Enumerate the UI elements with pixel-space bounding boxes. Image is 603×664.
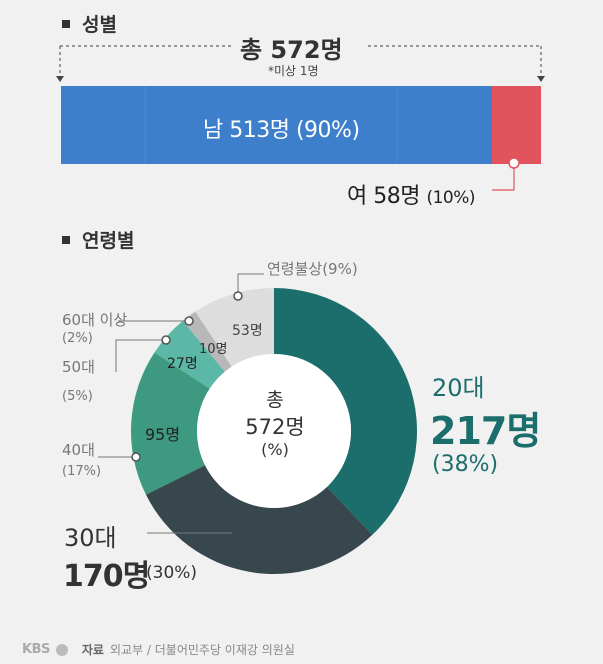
footer: KBS 자료 외교부 / 더불어민주당 이재강 의원실	[22, 641, 295, 658]
label-60s-pct: (2%)	[62, 331, 93, 346]
total-bracket	[56, 45, 545, 82]
bar-segment-male	[61, 86, 493, 164]
label-50s-pct: (5%)	[62, 389, 93, 404]
label-20s-count: 217명	[430, 409, 541, 453]
label-unknown-name: 연령불상(9%)	[267, 260, 358, 278]
label-40s-name: 40대	[62, 441, 95, 459]
kbs-logo: KBS	[22, 642, 50, 657]
donut-center-count: 572명	[245, 415, 305, 439]
slice-30s	[145, 465, 373, 575]
leader-dot-60s	[184, 316, 194, 326]
gender-heading: 성별	[62, 10, 117, 37]
label-60s-name: 60대 이상	[62, 311, 128, 329]
source-text: 외교부 / 더불어민주당 이재강 의원실	[109, 643, 295, 657]
kbs-logo-icon	[55, 643, 68, 656]
inner-label-50s: 27명	[167, 356, 198, 372]
gender-bar	[61, 86, 541, 164]
leader-dot-unknown	[233, 291, 243, 301]
male-label: 남 513명 (90%)	[203, 118, 360, 143]
label-30s-pct: (30%)	[146, 563, 198, 583]
female-connector	[492, 157, 520, 191]
gender-total: 총 572명	[240, 36, 343, 64]
bullet-square-icon	[62, 19, 70, 28]
donut-hole	[197, 354, 351, 508]
label-20s-name: 20대	[432, 374, 485, 402]
female-label: 여 58명 (10%)	[347, 184, 476, 209]
label-20s-pct: (38%)	[432, 452, 499, 477]
age-heading: 연령별	[62, 226, 134, 253]
slice-40s	[130, 352, 210, 495]
slice-60s-plus	[182, 311, 232, 372]
label-50s-name: 50대	[62, 358, 95, 376]
donut-center-total: 총	[266, 389, 284, 411]
slice-unknown	[195, 288, 274, 367]
bullet-square-icon	[62, 235, 70, 244]
source-label: 자료	[81, 643, 104, 657]
label-30s-name: 30대	[64, 524, 117, 552]
label-40s-pct: (17%)	[62, 464, 102, 479]
leader-dot-40s	[131, 452, 141, 462]
leader-unknown	[237, 273, 264, 296]
leader-dot-50s	[161, 335, 171, 345]
slice-50s	[154, 320, 225, 389]
donut-center-pct: (%)	[261, 440, 289, 459]
gender-note: *미상 1명	[268, 64, 319, 78]
bar-segment-female	[492, 86, 541, 164]
label-30s-count: 170명	[63, 559, 150, 594]
slice-20s	[274, 288, 418, 535]
inner-label-60s: 10명	[199, 342, 228, 357]
inner-label-40s: 95명	[145, 425, 181, 444]
inner-label-unknown: 53명	[232, 323, 263, 339]
leader-50s	[115, 339, 164, 372]
